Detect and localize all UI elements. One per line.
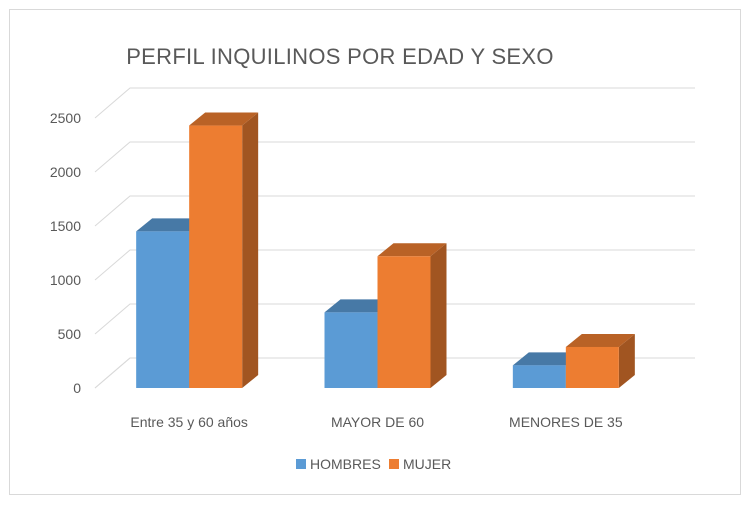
chart-title: PERFIL INQUILINOS POR EDAD Y SEXO <box>126 44 554 69</box>
bar-mujer-1 <box>377 243 447 388</box>
y-tick-label: 1000 <box>50 272 81 288</box>
y-tick-label: 0 <box>73 380 81 396</box>
bar-top <box>189 112 259 126</box>
y-tick-label: 2500 <box>50 110 81 126</box>
gridline <box>94 303 695 335</box>
bar-top <box>377 243 447 257</box>
y-tick-label: 1500 <box>50 218 81 234</box>
bar-mujer-2 <box>565 333 635 388</box>
bar-front <box>512 365 566 388</box>
legend-swatch <box>296 459 306 469</box>
y-tick-label: 2000 <box>50 164 81 180</box>
bar-top <box>512 352 582 366</box>
gridline <box>94 249 695 281</box>
x-category-label: Entre 35 y 60 años <box>130 414 248 430</box>
y-axis-ticks: 0 500 1000 1500 2000 2500 <box>50 110 81 396</box>
bar-top <box>324 299 394 313</box>
legend-label: MUJER <box>403 456 451 472</box>
gridline <box>94 141 695 173</box>
gridline <box>94 357 695 389</box>
legend-swatch <box>389 459 399 469</box>
bar-top <box>136 218 206 232</box>
gridline <box>94 195 695 227</box>
bar-side <box>242 112 259 388</box>
bar-front <box>324 312 378 388</box>
gridline <box>94 87 695 119</box>
bar-side <box>430 243 447 388</box>
bar-front <box>189 125 243 388</box>
gridlines <box>94 87 695 389</box>
legend: HOMBRES MUJER <box>296 456 451 472</box>
bar-front <box>377 256 431 388</box>
bar-front <box>136 231 190 388</box>
bar-top <box>565 333 635 347</box>
chart-frame <box>9 9 741 495</box>
bar-front <box>565 346 619 388</box>
y-tick-label: 500 <box>58 326 82 342</box>
legend-label: HOMBRES <box>310 456 381 472</box>
bar-side <box>618 333 635 388</box>
bar-mujer-0 <box>189 112 259 388</box>
bars <box>136 112 635 388</box>
x-category-label: MENORES DE 35 <box>509 414 623 430</box>
x-axis-categories: Entre 35 y 60 años MAYOR DE 60 MENORES DE … <box>130 414 622 430</box>
x-category-label: MAYOR DE 60 <box>331 414 424 430</box>
